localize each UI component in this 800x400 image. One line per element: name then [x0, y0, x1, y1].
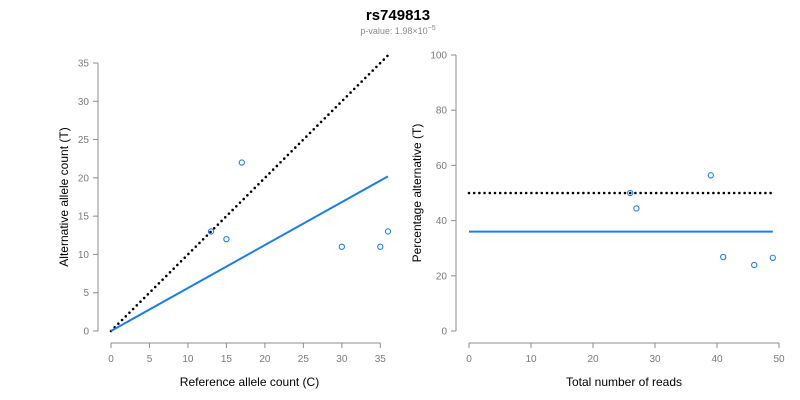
data-point — [338, 243, 345, 250]
y-tick-label: 100 — [430, 51, 447, 62]
y-tick-label: 0 — [83, 327, 89, 338]
y-axis-label: Percentage alternative (T) — [410, 124, 424, 263]
y-tick-label: 40 — [436, 216, 448, 227]
y-axis-label: Alternative allele count (T) — [57, 127, 71, 266]
x-tick-label: 10 — [182, 354, 194, 365]
y-tick-label: 20 — [78, 173, 90, 184]
data-point — [769, 254, 776, 262]
fitted-line — [110, 175, 389, 332]
y-tick-label: 10 — [78, 250, 90, 261]
data-point — [207, 228, 215, 235]
x-axis-label: Reference allele count (C) — [180, 375, 319, 389]
data-point — [633, 205, 640, 212]
data-point — [751, 261, 758, 269]
data-point — [238, 159, 245, 166]
data-point — [377, 243, 384, 250]
data-point — [720, 253, 727, 261]
data-point — [384, 228, 392, 235]
x-tick-label: 5 — [147, 354, 153, 365]
y-tick-label: 15 — [78, 212, 90, 223]
y-tick-label: 20 — [436, 271, 448, 282]
expected-dotted-line — [109, 54, 390, 333]
y-tick-label: 5 — [83, 288, 89, 299]
y-tick-label: 60 — [436, 161, 448, 172]
left-scatter-panel: 0 5 10 15 20 25 30 35 0 5 10 15 20 25 30 35 Reference al… — [57, 54, 392, 389]
y-tick-label: 35 — [78, 59, 90, 70]
x-axis-label: Total number of reads — [566, 375, 682, 389]
y-tick-label: 80 — [436, 106, 448, 117]
p-value-text: p-value: 1.98×10 — [360, 26, 427, 36]
x-tick-label: 10 — [525, 354, 537, 365]
x-tick-label: 0 — [466, 354, 472, 365]
data-point — [707, 172, 714, 179]
x-tick-label: 25 — [298, 354, 310, 365]
right-scatter-panel: 0 10 20 30 40 50 0 20 40 60 80 100 Total number of r… — [410, 51, 785, 390]
figure-title: rs749813 — [366, 7, 430, 24]
y-tick-label: 25 — [78, 135, 90, 146]
x-tick-label: 30 — [649, 354, 661, 365]
x-tick-label: 35 — [375, 354, 387, 365]
x-tick-label: 50 — [773, 354, 785, 365]
p-value-exponent: −5 — [428, 25, 436, 32]
x-tick-label: 40 — [711, 354, 723, 365]
y-tick-label: 30 — [78, 97, 90, 108]
data-point — [627, 189, 634, 197]
p-value-subtitle: p-value: 1.98×10−5 — [360, 25, 435, 36]
x-tick-label: 15 — [221, 354, 233, 365]
x-tick-label: 20 — [259, 354, 271, 365]
y-tick-label: 0 — [441, 327, 447, 338]
x-tick-label: 0 — [108, 354, 114, 365]
x-tick-label: 20 — [587, 354, 599, 365]
x-tick-label: 30 — [336, 354, 348, 365]
data-point — [223, 235, 230, 243]
